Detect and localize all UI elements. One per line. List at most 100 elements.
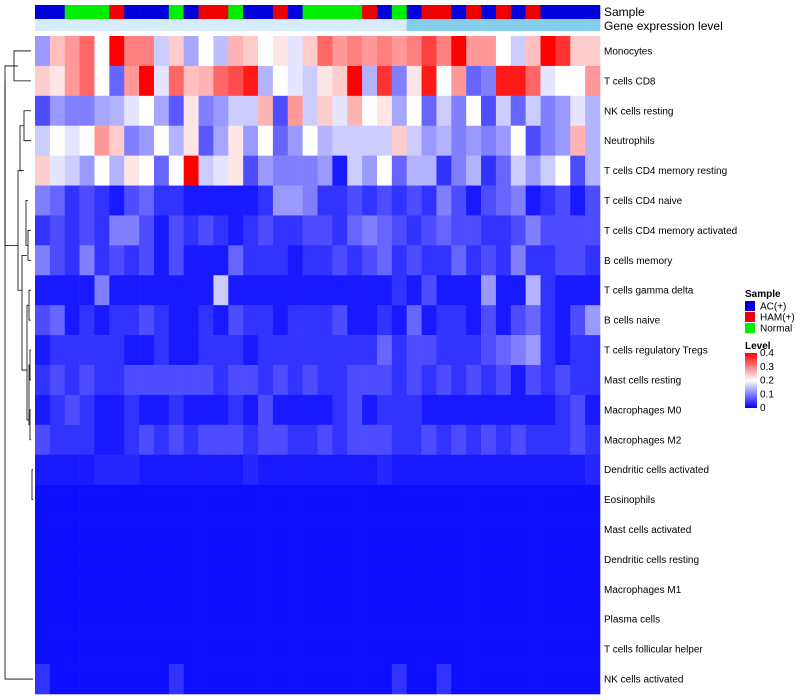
heatmap-cell (421, 544, 437, 575)
heatmap-cell (436, 544, 452, 575)
heatmap-cell (570, 65, 586, 97)
heatmap-cell (436, 95, 452, 127)
heatmap-cell (64, 664, 80, 695)
heatmap-cell (317, 454, 333, 485)
heatmap-cell (495, 574, 512, 605)
heatmap-cell (540, 215, 556, 246)
heatmap-cell (510, 305, 526, 336)
heatmap-cell (287, 335, 303, 366)
heatmap-cell (124, 365, 140, 396)
heatmap-cell (139, 454, 155, 485)
heatmap-cell (421, 454, 437, 485)
heatmap-cell (49, 365, 66, 396)
heatmap-cell (49, 305, 66, 336)
heatmap-cell (317, 275, 333, 306)
heatmap-cell (139, 275, 155, 306)
heatmap-cell (376, 185, 393, 216)
row-label: T cells CD4 memory resting (604, 166, 727, 177)
heatmap-cell (421, 514, 437, 545)
heatmap-cell (466, 245, 482, 276)
heatmap-cell (124, 155, 140, 186)
heatmap-cell (347, 514, 363, 545)
sample-annotation-cell (555, 5, 571, 19)
heatmap-cell (243, 544, 259, 575)
heatmap-cell (109, 275, 125, 306)
heatmap-cell (555, 634, 571, 665)
level-colorbar (745, 353, 757, 408)
heatmap-cell (317, 65, 333, 97)
heatmap-cell (555, 454, 571, 485)
heatmap-cell (481, 36, 497, 67)
sample-annotation-cell (168, 5, 184, 19)
heatmap-cell (198, 514, 214, 545)
heatmap-cell (228, 95, 244, 127)
heatmap-cell (495, 514, 512, 545)
heatmap-cell (302, 454, 318, 485)
level-legend-tick-label: 0.4 (760, 348, 774, 359)
heatmap-cell (555, 65, 571, 97)
heatmap-cell (391, 335, 408, 366)
row-label: T cells gamma delta (604, 286, 694, 297)
heatmap-cell (406, 185, 422, 216)
heatmap-cell (79, 454, 95, 485)
heatmap-cell (109, 424, 125, 456)
heatmap-cell (94, 394, 110, 426)
heatmap-cell (228, 335, 244, 366)
heatmap-cell (243, 514, 259, 545)
heatmap-cell (243, 125, 259, 156)
heatmap-cell (466, 65, 482, 97)
heatmap-cell (109, 155, 125, 186)
heatmap-cell (287, 155, 303, 186)
heatmap-cell (555, 604, 571, 635)
heatmap-cell (94, 215, 110, 246)
heatmap-cell (258, 394, 274, 426)
heatmap-cell (421, 215, 437, 246)
heatmap-cell (391, 604, 408, 635)
heatmap-cell (272, 185, 289, 216)
heatmap-cell (406, 36, 422, 67)
heatmap-cell (213, 95, 229, 127)
heatmap-cell (585, 574, 601, 605)
row-label: B cells naive (604, 316, 661, 327)
heatmap-cell (391, 215, 408, 246)
heatmap-cell (168, 574, 184, 605)
heatmap-cell (49, 95, 66, 127)
heatmap-cell (139, 65, 155, 97)
heatmap-cell (555, 275, 571, 306)
gene-expression-annotation-cell (451, 19, 467, 31)
heatmap-cell (540, 155, 556, 186)
row-label: T cells follicular helper (604, 645, 703, 656)
sample-annotation-cell (406, 5, 422, 19)
column-annotations (35, 5, 601, 31)
heatmap-cell (198, 484, 214, 515)
heatmap-cell (495, 424, 512, 456)
heatmap-cell (391, 125, 408, 156)
heatmap-cell (198, 245, 214, 276)
heatmap-cell (258, 365, 274, 396)
heatmap-cell (466, 365, 482, 396)
dendrogram-branch (17, 170, 22, 291)
heatmap-cell (64, 544, 80, 575)
heatmap-cell (406, 125, 422, 156)
heatmap-cell (451, 65, 467, 97)
heatmap-cell (183, 604, 199, 635)
heatmap-cell (302, 275, 318, 306)
row-label: Monocytes (604, 46, 652, 57)
heatmap-cell (228, 634, 244, 665)
heatmap-cell (317, 574, 333, 605)
heatmap-cell (168, 335, 184, 366)
heatmap-cell (347, 484, 363, 515)
heatmap-cell (585, 394, 601, 426)
heatmap-cell (540, 36, 556, 67)
sample-legend-label: HAM(+) (760, 313, 795, 324)
heatmap-cell (198, 335, 214, 366)
heatmap-cell (585, 185, 601, 216)
heatmap-cell (139, 365, 155, 396)
heatmap-cell (94, 365, 110, 396)
heatmap-cell (198, 424, 214, 456)
heatmap-cell (570, 365, 586, 396)
heatmap-cell (272, 664, 289, 695)
heatmap-cell (258, 544, 274, 575)
heatmap-cell (35, 65, 51, 97)
heatmap-cell (139, 634, 155, 665)
